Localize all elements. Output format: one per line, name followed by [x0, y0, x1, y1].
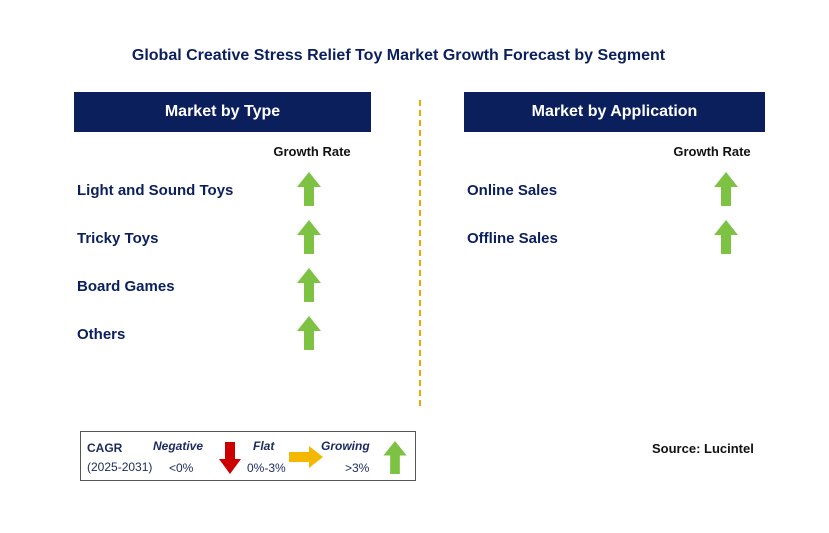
application-growth-rate-header: Growth Rate	[673, 144, 751, 159]
right-arrow-icon	[289, 446, 323, 468]
up-arrow-icon	[297, 268, 321, 302]
market-by-application-header: Market by Application	[464, 92, 765, 132]
up-arrow-icon	[383, 441, 407, 474]
type-item-others: Others	[77, 326, 126, 343]
up-arrow-icon	[297, 172, 321, 206]
legend-growing-range: >3%	[345, 461, 370, 475]
legend-negative-range: <0%	[169, 461, 194, 475]
up-arrow-icon	[297, 316, 321, 350]
cagr-legend: CAGR (2025-2031) Negative <0% Flat 0%-3%…	[80, 431, 416, 481]
type-item-board-games: Board Games	[77, 278, 175, 295]
page-title: Global Creative Stress Relief Toy Market…	[131, 47, 666, 64]
up-arrow-icon	[297, 220, 321, 254]
type-item-tricky-toys: Tricky Toys	[77, 230, 159, 247]
up-arrow-icon	[714, 172, 738, 206]
type-item-light-and-sound-toys: Light and Sound Toys	[77, 182, 234, 199]
legend-growing-label: Growing	[321, 439, 370, 453]
legend-flat-label: Flat	[253, 439, 275, 453]
legend-flat-range: 0%-3%	[247, 461, 286, 475]
application-item-offline-sales: Offline Sales	[467, 230, 558, 247]
application-item-online-sales: Online Sales	[467, 182, 558, 199]
up-arrow-icon	[714, 220, 738, 254]
down-arrow-icon	[219, 442, 241, 474]
type-growth-rate-header: Growth Rate	[273, 144, 351, 159]
legend-negative-label: Negative	[153, 439, 204, 453]
legend-period: (2025-2031)	[87, 460, 153, 474]
legend-cagr-label: CAGR	[87, 441, 123, 455]
panel-divider	[419, 100, 421, 406]
source-note: Source: Lucintel	[652, 441, 754, 456]
market-by-type-header: Market by Type	[74, 92, 371, 132]
